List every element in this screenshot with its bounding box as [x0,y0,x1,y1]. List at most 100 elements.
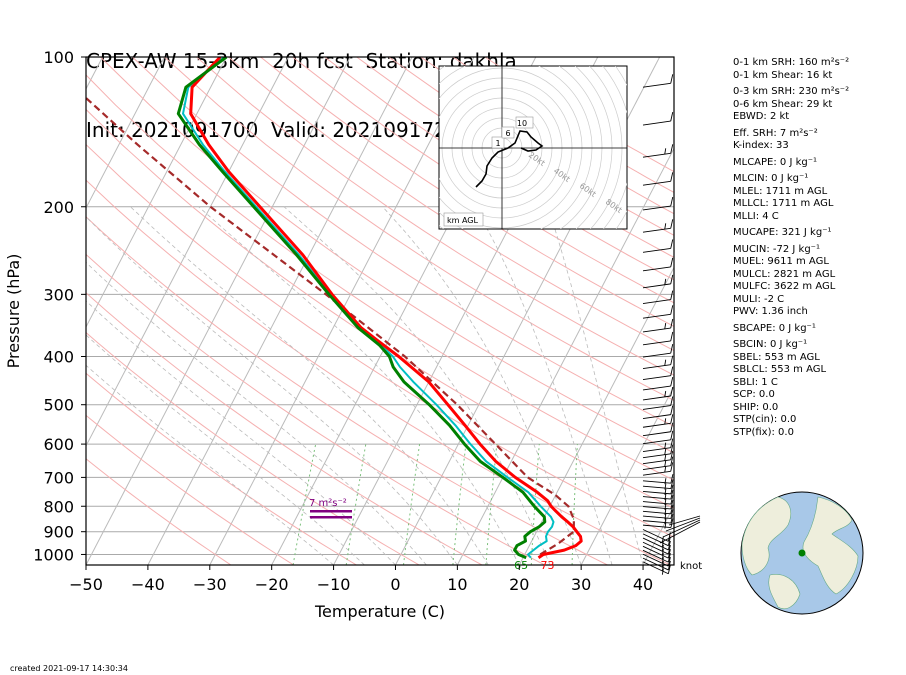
index-row: SCP: 0.0 [733,389,775,400]
moist-adiabat [474,206,613,565]
wind-barb-flag [670,405,674,415]
wind-barb [642,340,671,346]
wind-barb [642,327,671,333]
isotherm [86,57,289,448]
y-tick-label: 800 [43,497,74,516]
hodograph-height-label: 1 [495,139,500,148]
wind-barb-flag [670,489,674,500]
wind-barb-flag [670,290,674,300]
wind-barb [642,545,669,559]
wind-barb [642,422,671,428]
wind-barb-flag [664,359,667,366]
x-tick-label: −10 [317,575,351,594]
wind-unit-label: knot [680,561,702,572]
x-tick-label: 30 [571,575,591,594]
mixing-ratio-line [530,444,540,565]
wind-barb [642,515,671,519]
mixing-ratio-line [452,444,467,565]
moist-adiabat [547,206,644,565]
wind-barb-flag [664,418,667,425]
wind-barb-flag [661,553,664,560]
wind-barb-flag [670,499,674,510]
wind-barb-flag [670,386,674,397]
wind-barb [659,521,701,544]
dry-adiabat [324,57,674,281]
wind-barb-flag [670,74,674,84]
wind-barb [662,519,701,538]
index-row: STP(cin): 0.0 [733,414,797,425]
mixing-ratio-line [403,444,421,565]
wind-barb-flag [664,390,667,398]
wind-barb-flag [664,454,667,461]
index-row: Eff. SRH: 7 m²s⁻² [733,127,818,139]
wind-barb-flag [664,517,667,525]
dry-adiabat [86,372,357,565]
wind-barb [642,152,671,158]
station-marker [798,549,806,557]
index-row: SBLCL: 553 m AGL [733,364,827,375]
hodograph-trace [475,130,544,188]
wind-barb [642,227,671,233]
wind-barb-flag [667,564,671,574]
wind-barb [642,248,671,253]
wind-barb-flag [661,561,664,568]
wind-barb [642,375,671,380]
wind-barb-flag [664,483,667,490]
x-tick-label: 10 [447,575,467,594]
wind-barb [642,205,671,211]
y-tick-label: 500 [43,396,74,415]
y-tick-label: 200 [43,198,74,217]
index-row: PWV: 1.36 inch [733,306,808,317]
surface-dewpoint-label: 65 [514,559,528,572]
globe-land-africa-europe [802,496,859,595]
wind-barb-flag [664,442,667,449]
index-row: MUCAPE: 321 J kg⁻¹ [733,227,832,238]
globe-land-south-america [768,574,801,610]
x-tick-label: −20 [255,575,289,594]
wind-barb-flag [670,257,674,267]
globe-locator-map [740,491,864,615]
y-tick-label: 1000 [33,545,74,564]
wind-barb-flag [670,414,674,424]
isotherm [580,385,674,565]
wetbulb-profile-line [182,57,555,559]
y-tick-label: 400 [43,348,74,367]
wind-barb [642,553,669,567]
dewpoint-profile-line [176,57,547,560]
wind-barb [642,180,671,186]
wind-barb-flag [664,508,667,515]
wind-barb [642,510,671,515]
wind-barb [642,501,671,505]
dry-adiabat [132,57,674,427]
wind-barb-flag [661,557,664,564]
wind-barb-flag [670,504,674,514]
wind-barb-flag [670,172,674,182]
isotherm [518,266,674,565]
dry-adiabat [86,458,232,565]
wind-barb [642,352,671,358]
wind-barb [642,431,671,437]
wind-barb-flag [664,460,667,467]
index-row: MLLCL: 1711 m AGL [733,198,834,209]
moist-adiabat [382,206,582,565]
wind-barb-flag [667,553,671,563]
index-row: 0-6 km Shear: 29 kt [733,98,833,110]
wind-barb [642,561,669,575]
wind-barb-flag [664,448,667,455]
wind-barb-flag [670,239,674,249]
surface-temperature-label: 73 [541,559,555,572]
wind-barb-flag [670,376,674,387]
wind-barb-flag [670,430,674,440]
wind-barb-flag [670,196,674,207]
index-row: SBEL: 553 m AGL [733,351,820,363]
wind-barb-flag [670,456,674,466]
wind-barb [642,82,671,88]
wind-barb-flag [664,148,667,155]
index-row: MULCL: 2821 m AGL [733,268,836,280]
dry-adiabat [228,57,674,352]
wind-barb-flag [670,518,674,528]
temperature-profile-line [189,57,583,559]
wind-barb [642,364,671,370]
wind-barb [642,299,671,304]
